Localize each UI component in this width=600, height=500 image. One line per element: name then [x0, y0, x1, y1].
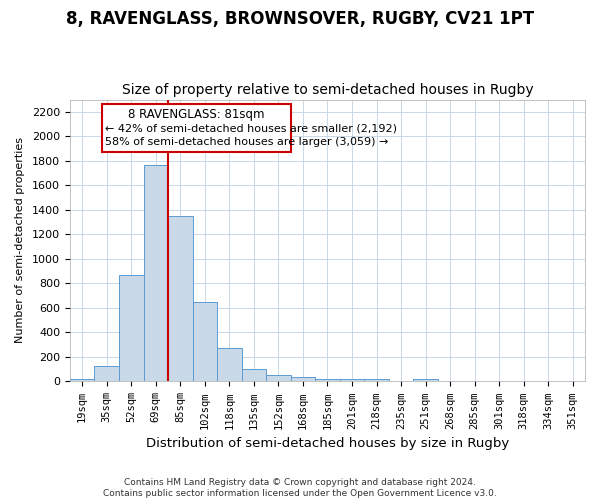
Bar — [168, 216, 193, 382]
Bar — [315, 378, 340, 382]
Text: 8 RAVENGLASS: 81sqm: 8 RAVENGLASS: 81sqm — [128, 108, 265, 122]
Bar — [193, 302, 217, 382]
Bar — [413, 379, 438, 382]
Bar — [242, 368, 266, 382]
Text: 58% of semi-detached houses are larger (3,059) →: 58% of semi-detached houses are larger (… — [106, 136, 389, 146]
Bar — [290, 377, 315, 382]
Bar — [70, 379, 94, 382]
Bar — [217, 348, 242, 382]
Title: Size of property relative to semi-detached houses in Rugby: Size of property relative to semi-detach… — [122, 83, 533, 97]
Bar — [340, 380, 364, 382]
X-axis label: Distribution of semi-detached houses by size in Rugby: Distribution of semi-detached houses by … — [146, 437, 509, 450]
Bar — [266, 375, 290, 382]
Text: ← 42% of semi-detached houses are smaller (2,192): ← 42% of semi-detached houses are smalle… — [106, 124, 397, 134]
Bar — [364, 379, 389, 382]
FancyBboxPatch shape — [102, 104, 290, 152]
Text: 8, RAVENGLASS, BROWNSOVER, RUGBY, CV21 1PT: 8, RAVENGLASS, BROWNSOVER, RUGBY, CV21 1… — [66, 10, 534, 28]
Bar — [119, 274, 143, 382]
Text: Contains HM Land Registry data © Crown copyright and database right 2024.
Contai: Contains HM Land Registry data © Crown c… — [103, 478, 497, 498]
Bar — [94, 366, 119, 382]
Bar — [143, 164, 168, 382]
Y-axis label: Number of semi-detached properties: Number of semi-detached properties — [15, 138, 25, 344]
